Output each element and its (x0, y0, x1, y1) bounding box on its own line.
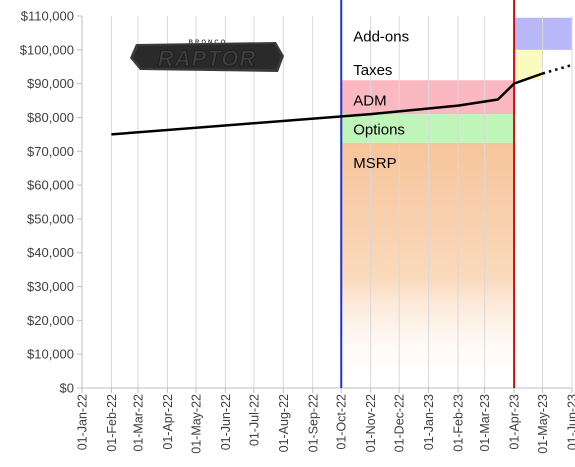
x-tick-label: 01-Mar-23 (478, 394, 492, 452)
x-tick-label: 01-Nov-22 (364, 394, 378, 452)
y-tick-label: $70,000 (27, 144, 74, 159)
x-tick-label: 01-Sep-22 (306, 394, 320, 452)
band-label-taxes: Taxes (353, 62, 392, 79)
y-tick-label: $80,000 (27, 110, 74, 125)
band-label-adm: ADM (353, 93, 386, 110)
x-tick-label: 01-Aug-22 (277, 394, 291, 452)
x-tick-label: 01-Jun-22 (219, 394, 233, 450)
band-msrp (341, 142, 515, 388)
y-tick-label: $0 (60, 381, 74, 396)
y-tick-label: $20,000 (27, 313, 74, 328)
y-tick-label: $40,000 (27, 245, 74, 260)
band-label-add-ons: Add-ons (353, 28, 409, 45)
x-tick-label: 01-Apr-22 (161, 394, 175, 450)
logo-main-text: RAPTOR (158, 46, 257, 71)
y-axis-ticks: $0 $10,000 $20,000 $30,000 $40,000 $50,000 $60… (20, 9, 82, 396)
y-tick-label: $10,000 (27, 347, 74, 362)
band-labels: Add-ons Taxes ADM Options MSRP (353, 28, 409, 172)
raptor-logo: BRONCO RAPTOR (128, 36, 288, 78)
logo-backplate-edge-icon (133, 44, 281, 69)
x-tick-label: 01-Feb-23 (452, 394, 466, 452)
y-tick-label: $60,000 (27, 178, 74, 193)
x-tick-label: 01-Feb-22 (105, 394, 119, 452)
axes (81, 16, 572, 389)
vertical-markers (340, 0, 516, 388)
x-tick-label: 01-Jul-22 (247, 394, 261, 446)
x-tick-label: 01-Dec-22 (393, 394, 407, 452)
x-axis-ticks: 01-Jan-22 01-Feb-22 01-Mar-22 01-Apr-22 01-M… (76, 388, 575, 454)
x-tick-label: 01-May-22 (189, 394, 203, 454)
band-options (341, 114, 515, 143)
x-tick-label: 01-Jun-23 (566, 394, 575, 450)
x-tick-label: 01-Jan-22 (76, 394, 90, 450)
x-tick-label: 01-Mar-22 (132, 394, 146, 452)
x-tick-label: 01-Jan-23 (422, 394, 436, 450)
x-tick-label: 01-Oct-22 (335, 394, 349, 450)
series-layer (111, 63, 573, 136)
y-tick-label: $30,000 (27, 279, 74, 294)
y-tick-label: $100,000 (20, 42, 74, 57)
y-tick-label: $50,000 (27, 211, 74, 226)
x-tick-label: 01-Apr-23 (508, 394, 522, 450)
band-label-options: Options (353, 121, 405, 138)
band-label-msrp: MSRP (353, 155, 396, 172)
price-line (111, 72, 544, 136)
y-tick-label: $90,000 (27, 76, 74, 91)
logo-top-text: BRONCO (189, 40, 228, 46)
x-tick-label: 01-May-23 (536, 394, 550, 454)
projection-line (542, 63, 573, 75)
y-tick-label: $110,000 (21, 9, 74, 24)
